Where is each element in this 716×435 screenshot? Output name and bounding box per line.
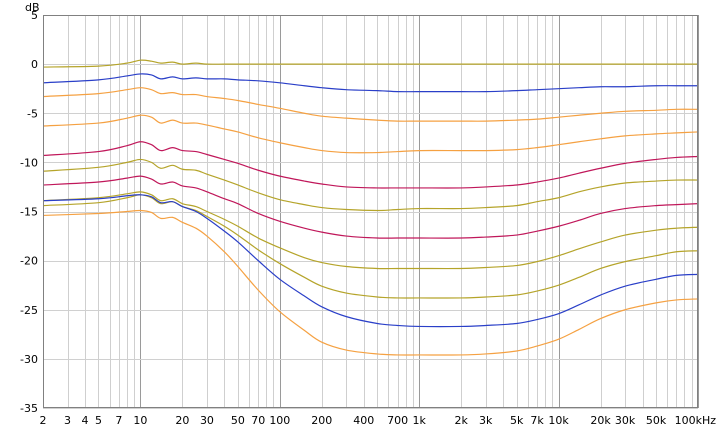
y-axis-label: dB (25, 1, 40, 14)
x-tick-label: 3 (64, 414, 71, 427)
y-tick-label: -25 (20, 304, 38, 317)
x-tick-label: 100 (269, 414, 290, 427)
x-tick-label: 20 (175, 414, 189, 427)
x-tick-label: 10 (133, 414, 147, 427)
x-tick-label: 700 (387, 414, 408, 427)
plot-border (43, 15, 698, 408)
y-tick-label: -35 (20, 402, 38, 415)
x-tick-label: 30k (615, 414, 636, 427)
x-tick-label: 30 (200, 414, 214, 427)
series-line-2 (43, 73, 698, 93)
series-line-9 (43, 194, 698, 299)
plot-area (43, 15, 698, 408)
y-tick-label: -30 (20, 353, 38, 366)
y-tick-label: -10 (20, 156, 38, 169)
series-line-6 (43, 158, 698, 212)
x-tick-label: 5 (95, 414, 102, 427)
series-line-4 (43, 114, 698, 154)
y-tick-label: -5 (27, 107, 38, 120)
x-tick-label: 7 (115, 414, 122, 427)
series-group (43, 59, 698, 356)
x-tick-label: 200 (311, 414, 332, 427)
series-line-1 (43, 59, 698, 68)
tick-labels: 2 3 4 5 7 10 20 30 50 70 100 200 400 700 1k 2k 3k 5k 7k 10k… (20, 9, 716, 427)
series-line-7 (43, 175, 698, 239)
y-tick-label: -15 (20, 206, 38, 219)
series-line-5 (43, 141, 698, 189)
x-tick-label: 7k (530, 414, 544, 427)
x-tick-label: 4 (81, 414, 88, 427)
x-tick-label: 50 (231, 414, 245, 427)
x-tick-label: 10k (548, 414, 569, 427)
x-tick-label: 50k (646, 414, 667, 427)
x-tick-label: 5k (510, 414, 524, 427)
x-tick-label: 2k (454, 414, 468, 427)
x-tick-label: 2 (40, 414, 47, 427)
y-tick-label: -20 (20, 255, 38, 268)
series-line-11 (43, 209, 698, 356)
series-line-10 (43, 194, 698, 328)
x-tick-label: 70 (251, 414, 265, 427)
x-tick-label: 100kHz (675, 414, 716, 427)
x-tick-label: 3k (479, 414, 493, 427)
y-tick-label: 5 (31, 9, 38, 22)
series-line-3 (43, 87, 698, 122)
y-tick-label: 0 (31, 58, 38, 71)
x-tick-label: 400 (353, 414, 374, 427)
plot-frame (43, 15, 698, 408)
x-tick-label: 1k (413, 414, 427, 427)
series-line-8 (43, 191, 698, 270)
x-tick-label: 20k (590, 414, 611, 427)
